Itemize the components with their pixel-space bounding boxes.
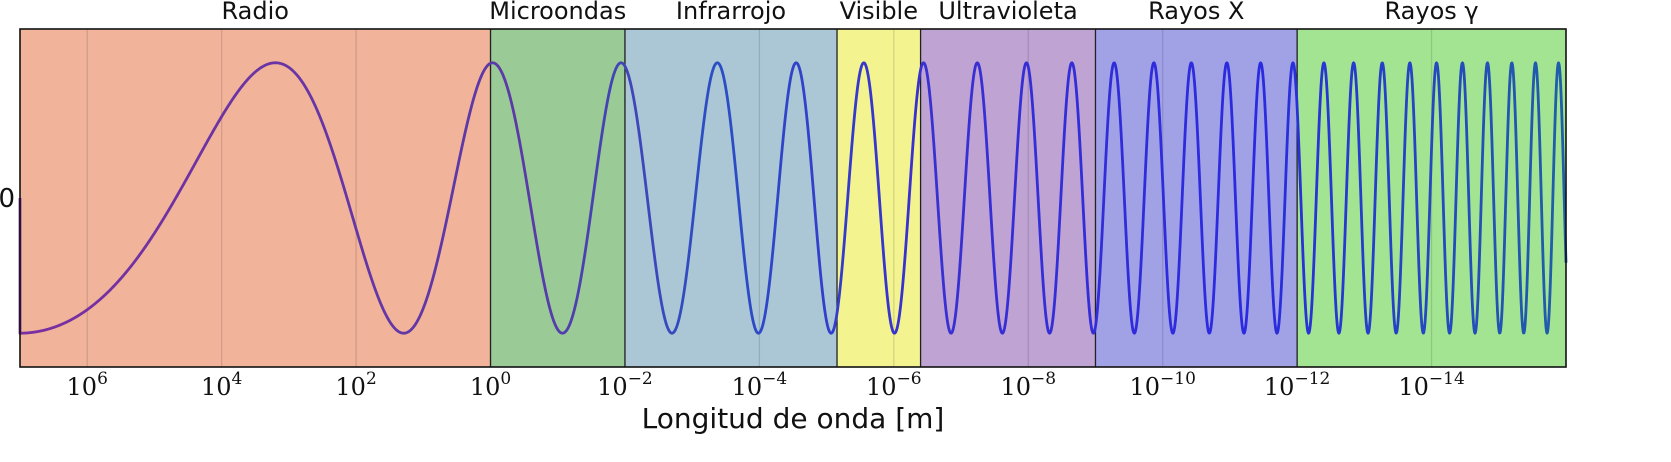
band-3 (624, 29, 838, 367)
x-tick-label: 102 (335, 369, 376, 401)
x-tick-label: 100 (470, 369, 511, 401)
x-tick-label: 10−10 (1129, 369, 1195, 401)
band-label: Radio (222, 0, 289, 25)
band-label: Microondas (489, 0, 626, 25)
band-label: Rayos γ (1385, 0, 1479, 25)
x-tick-label: 10−8 (1000, 369, 1056, 401)
x-tick-label: 10−4 (732, 369, 788, 401)
x-axis-ticks: 106 104 102 100 10−2 10−4 10−6 10−8 10−10 10−12 10… (67, 369, 1465, 401)
band-label: Visible (840, 0, 918, 25)
band-labels: Radio Microondas Infrarrojo Visible Ultravio… (222, 0, 1479, 25)
band-6 (1095, 29, 1298, 367)
band-label: Rayos X (1148, 0, 1244, 25)
x-tick-label: 104 (201, 369, 242, 401)
bands-layer (20, 29, 1566, 367)
band-label: Ultravioleta (938, 0, 1077, 25)
y-tick-label: 0 (0, 184, 15, 214)
x-tick-label: 10−2 (597, 369, 653, 401)
wave-line (18, 61, 1568, 335)
x-tick-label: 10−14 (1398, 369, 1464, 401)
x-axis-title: Longitud de onda [m] (642, 402, 945, 435)
y-axis-ticks: 0 (0, 184, 15, 214)
band-2 (490, 29, 625, 367)
band-separators (489, 29, 1298, 367)
x-tick-label: 10−12 (1264, 369, 1330, 401)
band-label: Infrarrojo (676, 0, 786, 25)
x-tick-label: 106 (67, 369, 108, 401)
plot-frame (19, 28, 1567, 368)
band-1 (20, 29, 491, 367)
x-tick-label: 10−6 (866, 369, 922, 401)
